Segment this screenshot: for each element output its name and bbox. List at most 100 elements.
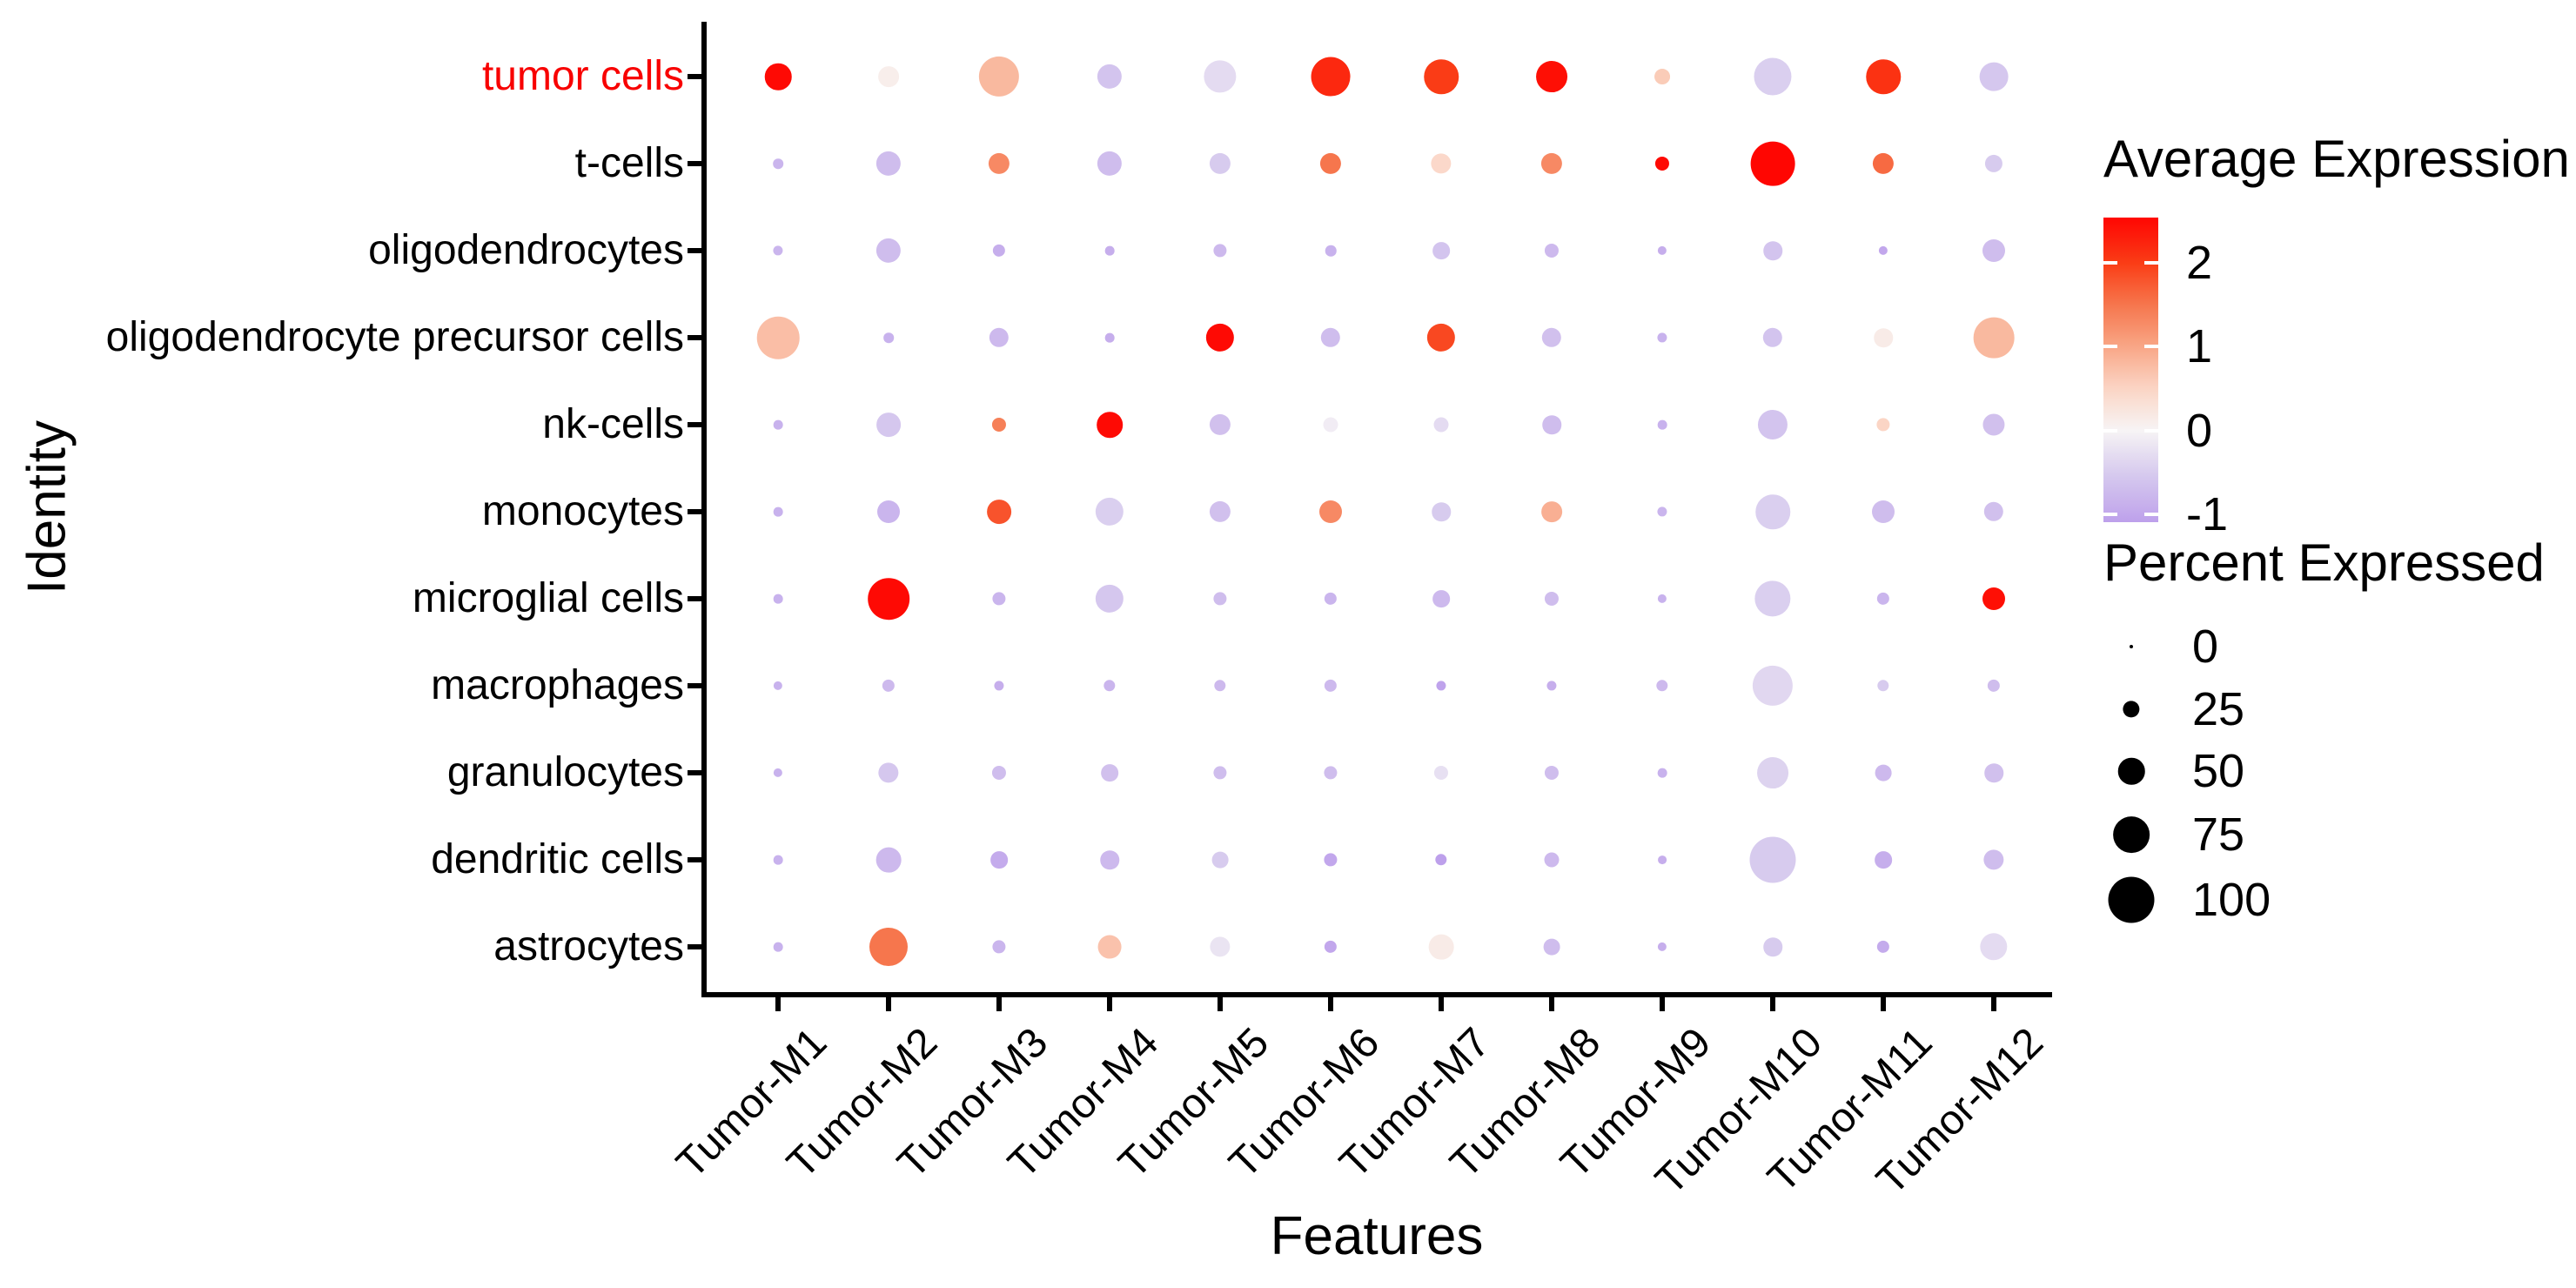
- y-axis-label-oligodendrocytes: oligodendrocytes: [368, 227, 684, 273]
- dot: [877, 500, 900, 523]
- y-tick: [688, 248, 701, 253]
- x-tick: [1439, 997, 1444, 1011]
- y-axis-label-monocytes: monocytes: [481, 488, 684, 534]
- dot: [1541, 327, 1562, 348]
- x-tick: [1328, 997, 1333, 1011]
- dot: [994, 681, 1004, 691]
- dot: [1544, 852, 1560, 868]
- size-legend-title: Percent Expressed: [2103, 533, 2545, 592]
- dot: [991, 417, 1007, 433]
- size-legend-label: 50: [2192, 745, 2245, 797]
- dot: [1754, 57, 1792, 96]
- dot: [1654, 69, 1670, 84]
- dot: [1435, 854, 1447, 866]
- x-tick: [996, 997, 1002, 1011]
- dot: [1544, 243, 1560, 258]
- dot: [1540, 152, 1563, 175]
- dot: [1874, 328, 1893, 347]
- dot: [988, 152, 1010, 175]
- dot: [1095, 497, 1124, 527]
- dot: [1211, 851, 1229, 869]
- x-tick: [775, 997, 781, 1011]
- dot: [1982, 239, 2005, 262]
- dot: [1311, 57, 1351, 97]
- dot: [1542, 415, 1561, 434]
- dot: [1982, 587, 2005, 610]
- dot: [1323, 417, 1338, 433]
- size-legend-label: 100: [2192, 874, 2271, 926]
- dot: [1104, 680, 1116, 692]
- colorbar-tick-mark: [2103, 345, 2117, 349]
- colorbar-tick-label: -1: [2186, 488, 2229, 541]
- dot: [1752, 665, 1794, 707]
- dot: [878, 762, 899, 783]
- dot: [1541, 501, 1562, 522]
- dot: [1973, 317, 2015, 359]
- dot: [1982, 413, 2005, 436]
- x-tick: [886, 997, 891, 1011]
- colorbar-tick-mark: [2103, 261, 2117, 265]
- y-axis-label-nk-cells: nk-cells: [542, 401, 684, 447]
- dot: [1876, 418, 1890, 432]
- dot: [1095, 584, 1124, 614]
- colorbar-tick-mark: [2103, 513, 2117, 517]
- dot: [1104, 332, 1115, 343]
- size-legend-dot: [2113, 816, 2150, 853]
- color-legend-title: Average Expression: [2103, 130, 2570, 188]
- size-legend-label: 25: [2192, 683, 2245, 735]
- dot: [1654, 156, 1670, 171]
- y-axis-line: [701, 22, 707, 997]
- colorbar-tick-label: 2: [2186, 237, 2213, 290]
- dot: [1866, 59, 1901, 94]
- dot: [1657, 594, 1667, 604]
- dot: [992, 940, 1006, 954]
- dot: [1754, 580, 1791, 617]
- dot: [1213, 766, 1227, 780]
- dot: [1324, 679, 1338, 693]
- colorbar: [2103, 218, 2158, 522]
- y-tick: [688, 74, 701, 79]
- dot: [1432, 590, 1450, 607]
- dot: [1757, 757, 1788, 788]
- colorbar-tick-label: 0: [2186, 404, 2213, 457]
- dot: [1101, 764, 1118, 782]
- dot: [1983, 849, 2004, 870]
- dot: [1319, 500, 1342, 523]
- dot: [1872, 152, 1895, 175]
- y-tick: [688, 770, 701, 775]
- dot: [1433, 765, 1449, 781]
- dot: [1875, 851, 1892, 869]
- dot: [1324, 940, 1338, 954]
- dot: [1209, 413, 1231, 436]
- dot: [1213, 244, 1227, 258]
- dot: [1657, 419, 1667, 430]
- dot: [1755, 494, 1790, 529]
- y-axis-label-microglial-cells: microglial cells: [412, 575, 684, 621]
- dot: [876, 413, 901, 437]
- dot: [773, 768, 783, 778]
- dot: [1763, 937, 1782, 956]
- y-tick: [688, 596, 701, 601]
- dot: [1431, 153, 1452, 174]
- dot: [1749, 836, 1796, 883]
- dot: [773, 506, 783, 517]
- dot: [1979, 62, 2009, 91]
- y-tick: [688, 422, 701, 427]
- y-axis-label-t-cells: t-cells: [574, 140, 684, 186]
- dot: [1324, 592, 1338, 606]
- dot: [1426, 323, 1456, 352]
- dot: [868, 578, 909, 620]
- dot: [1104, 245, 1115, 256]
- dot: [773, 245, 783, 256]
- dot: [1097, 935, 1122, 959]
- dot: [764, 63, 792, 91]
- dot: [1658, 855, 1667, 864]
- dot: [1657, 506, 1667, 517]
- y-axis-label-macrophages: macrophages: [431, 662, 684, 708]
- size-legend-dot: [2117, 757, 2145, 785]
- dot: [1657, 768, 1667, 778]
- dot: [991, 765, 1007, 781]
- size-legend-label: 75: [2192, 808, 2245, 861]
- x-axis-line: [701, 992, 2052, 997]
